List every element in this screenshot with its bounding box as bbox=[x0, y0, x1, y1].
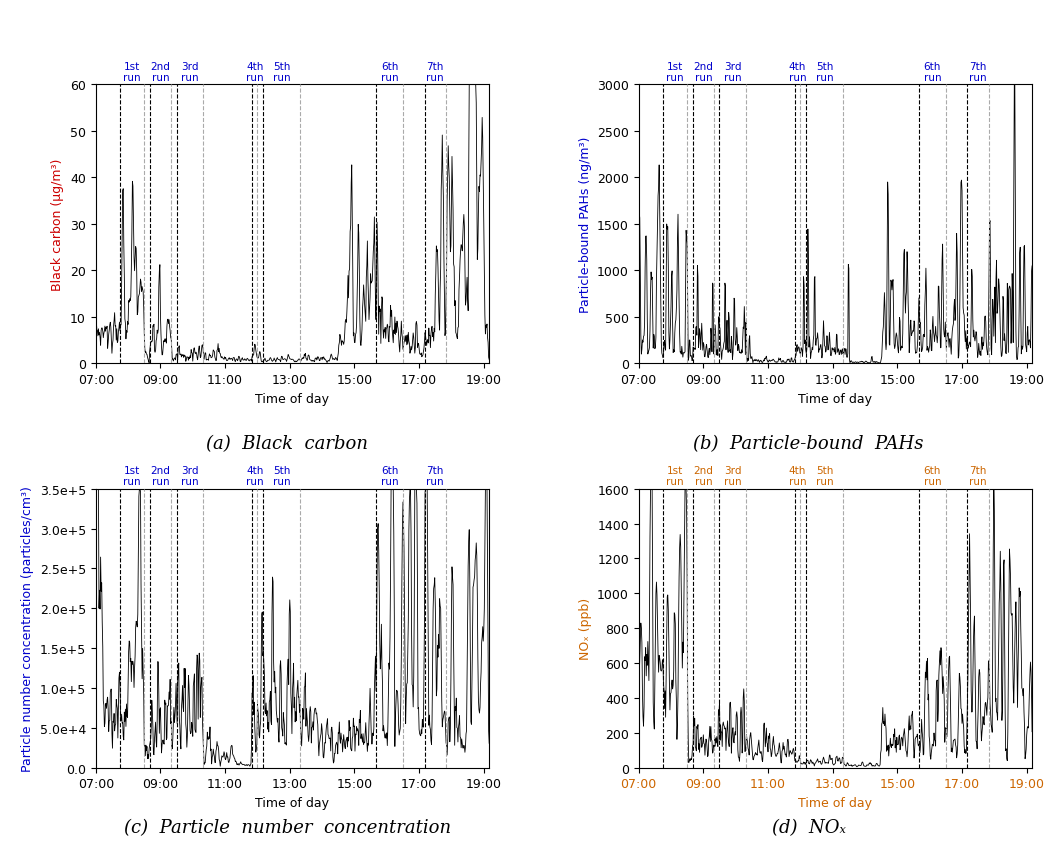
Text: 1st
run: 1st run bbox=[666, 466, 684, 486]
Text: 7th
run: 7th run bbox=[969, 466, 987, 486]
Text: 4th
run: 4th run bbox=[246, 61, 264, 83]
X-axis label: Time of day: Time of day bbox=[798, 796, 872, 809]
Text: 3rd
run: 3rd run bbox=[181, 466, 199, 486]
X-axis label: Time of day: Time of day bbox=[255, 796, 330, 809]
Text: 4th
run: 4th run bbox=[246, 466, 264, 486]
Text: 4th
run: 4th run bbox=[788, 61, 807, 83]
Text: 2nd
run: 2nd run bbox=[694, 61, 713, 83]
Text: 6th
run: 6th run bbox=[924, 466, 942, 486]
X-axis label: Time of day: Time of day bbox=[798, 392, 872, 405]
Text: 2nd
run: 2nd run bbox=[150, 61, 170, 83]
Text: 5th
run: 5th run bbox=[272, 61, 290, 83]
Text: (b)  Particle-bound  PAHs: (b) Particle-bound PAHs bbox=[694, 434, 924, 452]
Text: (d)  NOₓ: (d) NOₓ bbox=[771, 818, 846, 836]
Y-axis label: Particle-bound PAHs (ng/m³): Particle-bound PAHs (ng/m³) bbox=[579, 136, 592, 313]
Text: 1st
run: 1st run bbox=[123, 61, 140, 83]
Text: 5th
run: 5th run bbox=[816, 61, 833, 83]
Text: 2nd
run: 2nd run bbox=[150, 466, 170, 486]
Text: 6th
run: 6th run bbox=[381, 466, 398, 486]
Text: 7th
run: 7th run bbox=[427, 466, 444, 486]
Text: 3rd
run: 3rd run bbox=[181, 61, 199, 83]
Text: (a)  Black  carbon: (a) Black carbon bbox=[206, 434, 368, 452]
Text: 1st
run: 1st run bbox=[666, 61, 684, 83]
Text: 3rd
run: 3rd run bbox=[725, 466, 742, 486]
Y-axis label: Black carbon (μg/m³): Black carbon (μg/m³) bbox=[51, 159, 65, 291]
Y-axis label: Particle number concentration (particles/cm³): Particle number concentration (particles… bbox=[21, 485, 34, 771]
Text: 3rd
run: 3rd run bbox=[725, 61, 742, 83]
Y-axis label: NOₓ (ppb): NOₓ (ppb) bbox=[579, 597, 592, 659]
Text: 5th
run: 5th run bbox=[272, 466, 290, 486]
Text: 2nd
run: 2nd run bbox=[694, 466, 713, 486]
Text: 7th
run: 7th run bbox=[427, 61, 444, 83]
Text: 4th
run: 4th run bbox=[788, 466, 807, 486]
Text: 5th
run: 5th run bbox=[816, 466, 833, 486]
X-axis label: Time of day: Time of day bbox=[255, 392, 330, 405]
Text: 1st
run: 1st run bbox=[123, 466, 140, 486]
Text: 7th
run: 7th run bbox=[969, 61, 987, 83]
Text: (c)  Particle  number  concentration: (c) Particle number concentration bbox=[123, 818, 451, 836]
Text: 6th
run: 6th run bbox=[381, 61, 398, 83]
Text: 6th
run: 6th run bbox=[924, 61, 942, 83]
